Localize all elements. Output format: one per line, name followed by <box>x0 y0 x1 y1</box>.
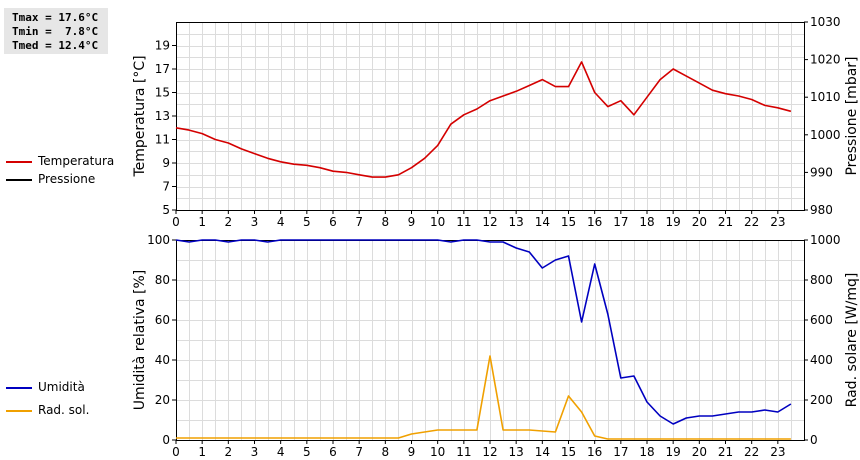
y-axis-title: Umidità relativa [%] <box>132 270 148 411</box>
x-tick-label: 7 <box>355 445 363 459</box>
x-tick-label: 6 <box>329 445 337 459</box>
y-tick-label: 100 <box>147 233 170 247</box>
x-tick-label: 16 <box>587 215 602 229</box>
legend-swatch-pressione <box>6 179 32 181</box>
y2-tick-label: 1000 <box>810 128 841 142</box>
y-tick-label: 40 <box>155 353 170 367</box>
y2-tick-label: 980 <box>810 203 833 217</box>
x-tick-label: 23 <box>770 215 785 229</box>
x-tick-label: 9 <box>408 215 416 229</box>
x-tick-label: 4 <box>277 445 285 459</box>
x-tick-label: 22 <box>744 445 759 459</box>
y2-tick-label: 990 <box>810 165 833 179</box>
x-tick-label: 8 <box>382 215 390 229</box>
x-tick-label: 1 <box>198 445 206 459</box>
legend-label-temperatura: Temperatura <box>38 154 115 168</box>
x-tick-label: 21 <box>718 445 733 459</box>
x-tick-label: 15 <box>561 445 576 459</box>
y-tick-label: 13 <box>155 109 170 123</box>
legend-swatch-umidita <box>6 387 32 389</box>
stat-tmed: Tmed = 12.4°C <box>12 39 99 52</box>
y2-tick-label: 600 <box>810 313 833 327</box>
y2-tick-label: 200 <box>810 393 833 407</box>
y-tick-label: 17 <box>155 62 170 76</box>
x-tick-label: 14 <box>535 445 550 459</box>
series-line-umidit- <box>175 239 792 425</box>
x-tick-label: 20 <box>692 215 707 229</box>
y-axis-title: Temperatura [°C] <box>132 55 148 177</box>
x-tick-label: 15 <box>561 215 576 229</box>
x-tick-label: 5 <box>303 215 311 229</box>
y2-tick-label: 1000 <box>810 233 841 247</box>
x-tick-label: 0 <box>172 445 180 459</box>
legend-swatch-temperatura <box>6 161 32 163</box>
x-tick-label: 18 <box>639 215 654 229</box>
x-tick-label: 0 <box>172 215 180 229</box>
y-tick-label: 20 <box>155 393 170 407</box>
legend-swatch-rad-sol <box>6 410 32 412</box>
x-tick-label: 21 <box>718 215 733 229</box>
x-tick-label: 13 <box>509 445 524 459</box>
x-tick-label: 16 <box>587 445 602 459</box>
stat-tmin: Tmin = 7.8°C <box>12 25 99 38</box>
legend-label-umidita: Umidità <box>38 380 85 394</box>
x-tick-label: 2 <box>225 445 233 459</box>
x-tick-label: 6 <box>329 215 337 229</box>
legend-label-rad-sol: Rad. sol. <box>38 403 90 417</box>
x-tick-label: 11 <box>456 445 471 459</box>
x-tick-label: 9 <box>408 445 416 459</box>
y2-tick-label: 1030 <box>810 15 841 29</box>
y-tick-label: 0 <box>162 433 170 447</box>
x-tick-label: 19 <box>666 445 681 459</box>
chart-panel-2: 0 1 2 3 4 5 6 7 8 9 10 11 12 13 14 15 16 17 18 19 20 21 22 2302… <box>132 233 860 459</box>
y-tick-label: 80 <box>155 273 170 287</box>
series-line-temperatura <box>175 61 792 178</box>
y-tick-label: 19 <box>155 39 170 53</box>
y2-axis-title: Rad. solare [W/mq] <box>844 273 860 408</box>
x-tick-label: 10 <box>430 215 445 229</box>
x-tick-label: 4 <box>277 215 285 229</box>
x-tick-label: 19 <box>666 215 681 229</box>
x-tick-label: 18 <box>639 445 654 459</box>
y-tick-label: 11 <box>155 133 170 147</box>
y2-tick-label: 1020 <box>810 53 841 67</box>
y2-tick-label: 800 <box>810 273 833 287</box>
y2-tick-label: 0 <box>810 433 818 447</box>
y2-tick-label: 1010 <box>810 90 841 104</box>
y2-tick-label: 400 <box>810 353 833 367</box>
y-tick-label: 15 <box>155 86 170 100</box>
x-tick-label: 23 <box>770 445 785 459</box>
chart-panel-1: 0 1 2 3 4 5 6 7 8 9 10 11 12 13 14 15 16 17 18 19 20 21 22 2357… <box>132 15 860 229</box>
stat-tmax: Tmax = 17.6°C <box>12 11 99 24</box>
x-tick-label: 3 <box>251 215 259 229</box>
y-tick-label: 60 <box>155 313 170 327</box>
x-tick-label: 5 <box>303 445 311 459</box>
x-tick-label: 2 <box>225 215 233 229</box>
x-tick-label: 3 <box>251 445 259 459</box>
x-tick-label: 7 <box>355 215 363 229</box>
series-line-rad-sol- <box>176 355 791 440</box>
x-tick-label: 1 <box>198 215 206 229</box>
x-tick-label: 10 <box>430 445 445 459</box>
x-tick-label: 13 <box>509 215 524 229</box>
x-tick-label: 8 <box>382 445 390 459</box>
y-tick-label: 5 <box>162 203 170 217</box>
stats-box: Tmax = 17.6°C Tmin = 7.8°C Tmed = 12.4°C <box>4 8 108 54</box>
x-tick-label: 17 <box>613 445 628 459</box>
legend-label-pressione: Pressione <box>38 172 96 186</box>
y-tick-label: 7 <box>162 180 170 194</box>
x-tick-label: 22 <box>744 215 759 229</box>
x-tick-label: 20 <box>692 445 707 459</box>
y-tick-label: 9 <box>162 156 170 170</box>
x-tick-label: 12 <box>482 445 497 459</box>
x-tick-label: 12 <box>482 215 497 229</box>
x-tick-label: 14 <box>535 215 550 229</box>
y2-axis-title: Pressione [mbar] <box>844 56 860 175</box>
x-tick-label: 17 <box>613 215 628 229</box>
x-tick-label: 11 <box>456 215 471 229</box>
